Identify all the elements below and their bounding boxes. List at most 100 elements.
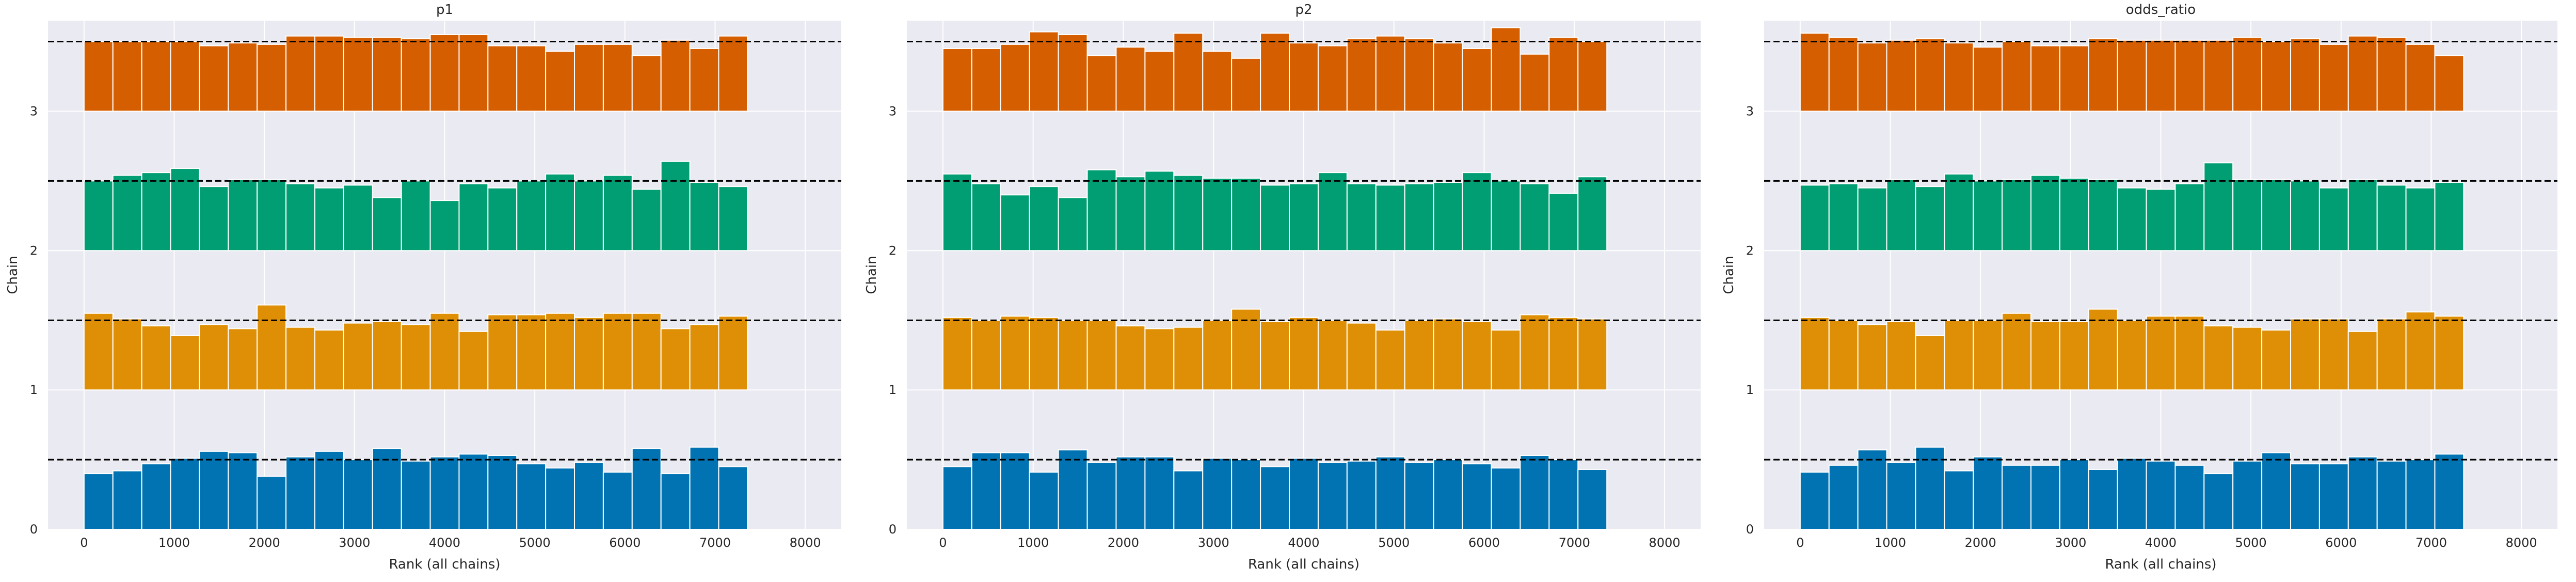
chain-2-bar-9 (1202, 177, 1233, 251)
chain-0-bar-17 (574, 462, 604, 530)
chain-1-bar-1 (112, 318, 142, 391)
x-tick-label: 1000 (1017, 536, 1049, 550)
chain-0-bar-16 (1404, 462, 1434, 530)
chain-2-bar-8 (1173, 175, 1204, 251)
x-axis-label: Rank (all chains) (389, 557, 500, 572)
chain-0-bar-16 (545, 467, 575, 530)
y-tick-label: 2 (889, 243, 897, 258)
chain-2-bar-16 (545, 173, 575, 251)
histogram-bars (83, 34, 748, 530)
y-tick-label: 0 (889, 522, 897, 537)
chain-0-bar-1 (112, 470, 142, 530)
chain-0-bar-5 (1944, 470, 1974, 530)
x-tick-label: 2000 (1965, 536, 1996, 550)
chain-1-bar-21 (689, 324, 719, 391)
chain-1-bar-15 (1375, 329, 1405, 391)
chain-0-bar-11 (401, 460, 431, 530)
chain-0-bar-17 (2290, 463, 2320, 530)
chain-3-bar-12 (1289, 42, 1319, 112)
chain-2-bar-21 (2405, 187, 2436, 251)
chain-1-bar-14 (2203, 325, 2234, 391)
chain-1-bar-17 (2290, 318, 2320, 391)
chain-2-bar-22 (1577, 176, 1608, 251)
y-tick-label: 2 (1746, 243, 1754, 258)
chain-3-bar-11 (401, 38, 431, 112)
chain-0-bar-3 (1029, 471, 1059, 530)
chain-1-bar-0 (942, 317, 972, 391)
chain-0-bar-14 (487, 454, 518, 530)
y-tick-label: 1 (30, 383, 38, 397)
chain-1-bar-15 (2232, 326, 2263, 391)
chain-0-bar-13 (1317, 462, 1348, 530)
chain-0-bar-8 (2030, 464, 2060, 530)
chain-2-bar-18 (1462, 172, 1492, 251)
chain-2-bar-4 (1915, 186, 1945, 251)
chain-2-bar-10 (372, 197, 402, 251)
x-tick-label: 7000 (699, 536, 731, 550)
tick-labels: 0 1000 2000 3000 4000 5000 6000 7000 8000 0 1 2 3 (30, 104, 821, 550)
chain-2-bar-16 (1404, 183, 1434, 251)
chain-1-bar-2 (1000, 316, 1030, 391)
chain-1-bar-10 (2088, 308, 2118, 391)
chain-0-bar-19 (1491, 467, 1521, 530)
chain-0-bar-20 (1519, 454, 1550, 530)
chain-3-bar-16 (1404, 38, 1434, 112)
chain-0-bar-6 (1973, 456, 2003, 530)
chain-3-bar-13 (2174, 39, 2205, 112)
chain-3-bar-1 (112, 41, 142, 112)
chain-1-bar-17 (1433, 318, 1463, 391)
chain-2-bar-18 (602, 175, 633, 251)
x-tick-label: 5000 (519, 536, 551, 550)
chain-1-bar-18 (602, 312, 633, 391)
y-tick-label: 0 (1746, 522, 1754, 537)
chain-0-bar-18 (2318, 463, 2349, 530)
chain-3-bar-19 (1491, 27, 1521, 112)
chain-3-bar-4 (1058, 34, 1088, 112)
chain-3-bar-19 (2347, 35, 2378, 112)
chain-1-bar-11 (2117, 320, 2147, 391)
chain-2-bar-1 (112, 175, 142, 251)
chain-3-bar-20 (1519, 53, 1550, 112)
chain-2-bar-13 (2174, 183, 2205, 251)
chain-2-bar-2 (1857, 187, 1887, 251)
chain-0-bar-17 (1433, 459, 1463, 530)
chain-0-bar-6 (257, 476, 287, 530)
chain-1-bar-4 (199, 324, 229, 391)
x-tick-label: 3000 (339, 536, 370, 550)
chain-1-bar-12 (2146, 316, 2176, 391)
reference-lines (1764, 40, 2557, 461)
x-tick-label: 8000 (1649, 536, 1681, 550)
chain-2-bar-17 (2290, 180, 2320, 251)
chain-2-bar-14 (487, 187, 518, 251)
chain-3-bar-5 (1086, 55, 1117, 112)
chain-1-bar-16 (1404, 320, 1434, 391)
chain-3-bar-21 (2405, 43, 2436, 112)
chain-2-bar-1 (971, 183, 1001, 251)
chain-0-bar-10 (2088, 468, 2118, 530)
reference-lines (48, 40, 841, 461)
chain-3-bar-19 (631, 55, 662, 112)
chain-2-bar-7 (2002, 179, 2031, 251)
chain-0-bar-15 (516, 463, 547, 530)
chain-3-bar-7 (1144, 51, 1175, 112)
chain-2-bar-3 (170, 168, 200, 251)
chain-2-bar-1 (1828, 183, 1859, 251)
chain-3-bar-1 (971, 48, 1001, 112)
chain-3-bar-18 (1462, 48, 1492, 112)
chain-2-bar-13 (1317, 172, 1348, 251)
chain-0-bar-21 (2405, 459, 2436, 530)
chain-1-bar-7 (2002, 312, 2031, 391)
chain-0-bar-4 (1915, 446, 1945, 530)
chain-3-bar-5 (228, 42, 258, 112)
chain-0-bar-2 (1000, 452, 1030, 530)
chain-1-bar-22 (2434, 316, 2465, 391)
chain-2-bar-19 (631, 188, 662, 251)
chain-2-bar-5 (1086, 169, 1117, 251)
chain-2-bar-10 (2088, 179, 2118, 251)
chain-0-bar-2 (141, 463, 171, 530)
chain-2-bar-21 (1548, 193, 1579, 251)
chain-3-bar-21 (1548, 37, 1579, 112)
chain-1-bar-8 (1173, 326, 1204, 391)
chain-3-bar-6 (257, 43, 287, 112)
chain-2-bar-0 (83, 180, 114, 251)
